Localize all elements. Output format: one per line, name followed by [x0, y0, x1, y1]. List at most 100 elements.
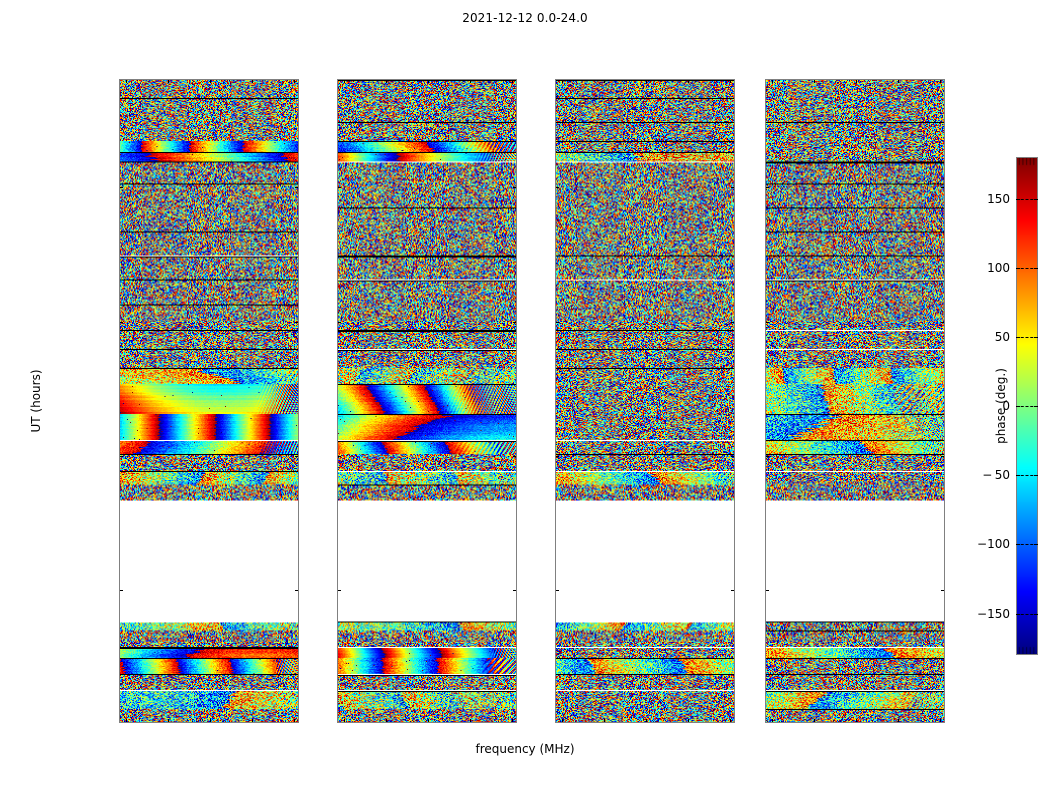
x-tick-mark	[856, 80, 857, 83]
colorbar-tick-mark	[1034, 475, 1038, 477]
x-tick-mark	[343, 719, 345, 722]
y-tick-mark	[120, 321, 123, 323]
y-tick-mark	[295, 589, 298, 591]
colorbar-tick-mark	[1016, 267, 1020, 269]
colorbar-tick-mark	[1034, 198, 1038, 200]
y-tick-mark	[513, 321, 516, 323]
x-tick-mark	[856, 719, 857, 722]
x-tick-mark	[385, 80, 387, 83]
y-tick-mark	[731, 455, 734, 457]
panel-yy[interactable]: YY, V0*V15=EA28*EA26 3203353503653800510…	[337, 79, 517, 723]
colorbar-tick-mark	[1034, 544, 1038, 546]
y-tick-label: 5	[337, 583, 338, 597]
x-tick-mark	[603, 719, 605, 722]
panel-xx[interactable]: XX, V0*V15=EA28*EA26 3203353503653800510…	[119, 79, 299, 723]
x-tick-mark	[125, 719, 127, 722]
y-tick-label: 20	[119, 180, 120, 194]
colorbar-tick-label: 150	[987, 191, 1010, 206]
x-tick-mark	[294, 80, 296, 83]
x-tick-mark	[771, 80, 773, 83]
colorbar-tick-mark	[1016, 406, 1020, 407]
x-tick-mark	[470, 719, 472, 722]
x-tick-mark	[210, 719, 211, 722]
y-tick-mark	[338, 321, 341, 323]
colorbar-tick-mark	[1016, 475, 1020, 477]
x-tick-mark	[167, 80, 169, 83]
x-tick-mark	[470, 80, 472, 83]
y-tick-mark	[338, 455, 341, 457]
y-tick-mark	[941, 455, 944, 457]
colorbar-tick-label: 0	[1002, 399, 1010, 413]
panel-yx[interactable]: YX, V0*V15=EA28*EA26 3203353503653800510…	[765, 79, 945, 723]
y-tick-mark	[556, 589, 559, 591]
y-tick-mark	[941, 321, 944, 323]
waterfall-image-yy	[338, 80, 516, 722]
y-tick-mark	[513, 187, 516, 189]
y-tick-mark	[766, 589, 769, 591]
colorbar-tick-label: − 50	[982, 468, 1010, 483]
y-tick-mark	[120, 187, 123, 189]
colorbar-tick-label: −100	[977, 537, 1010, 552]
x-tick-mark	[428, 719, 429, 722]
y-tick-mark	[120, 455, 123, 457]
x-tick-mark	[688, 719, 690, 722]
y-tick-label: 20	[765, 180, 766, 194]
x-tick-mark	[252, 719, 254, 722]
y-tick-mark	[941, 187, 944, 189]
waterfall-image-xx	[120, 80, 298, 722]
y-tick-label: 10	[765, 449, 766, 463]
colorbar-tick-mark	[1016, 544, 1020, 546]
y-tick-label: 0	[765, 717, 766, 723]
y-tick-label: 15	[119, 315, 120, 329]
x-axis-label: frequency (MHz)	[475, 742, 575, 756]
x-tick-mark	[813, 719, 815, 722]
colorbar-tick-mark	[1016, 336, 1020, 338]
y-tick-mark	[513, 455, 516, 457]
y-tick-mark	[338, 589, 341, 591]
y-tick-mark	[556, 187, 559, 189]
x-tick-mark	[730, 719, 732, 722]
y-tick-label: 10	[119, 449, 120, 463]
x-tick-mark	[210, 80, 211, 83]
y-tick-mark	[731, 589, 734, 591]
x-tick-mark	[385, 719, 387, 722]
y-tick-mark	[556, 321, 559, 323]
y-tick-mark	[941, 589, 944, 591]
y-tick-label: 0	[555, 717, 556, 723]
colorbar-tick-mark	[1016, 198, 1020, 200]
x-tick-mark	[603, 80, 605, 83]
waterfall-image-xy	[556, 80, 734, 722]
x-tick-mark	[252, 80, 254, 83]
x-tick-mark	[512, 719, 514, 722]
colorbar-tick-mark	[1034, 336, 1038, 338]
y-tick-mark	[731, 321, 734, 323]
y-tick-mark	[295, 187, 298, 189]
y-tick-mark	[295, 321, 298, 323]
y-tick-mark	[766, 455, 769, 457]
y-tick-mark	[513, 589, 516, 591]
y-tick-mark	[731, 187, 734, 189]
y-tick-label: 5	[555, 583, 556, 597]
panel-xy[interactable]: XY, V0*V15=EA28*EA26 3203353503653800510…	[555, 79, 735, 723]
y-tick-mark	[338, 187, 341, 189]
x-tick-mark	[898, 80, 900, 83]
x-tick-mark	[428, 80, 429, 83]
x-tick-mark	[771, 719, 773, 722]
y-tick-label: 15	[337, 315, 338, 329]
colorbar-tick-label: 100	[987, 260, 1010, 275]
y-tick-mark	[766, 321, 769, 323]
waterfall-image-yx	[766, 80, 944, 722]
x-tick-mark	[512, 80, 514, 83]
y-tick-label: 10	[337, 449, 338, 463]
colorbar-tick-mark	[1034, 613, 1038, 615]
y-tick-label: 0	[119, 717, 120, 723]
x-tick-mark	[646, 80, 647, 83]
colorbar-tick-mark	[1034, 406, 1038, 407]
colorbar-tick-label: −150	[977, 606, 1010, 621]
colorbar-tick-mark	[1016, 613, 1020, 615]
x-tick-mark	[294, 719, 296, 722]
x-tick-mark	[125, 80, 127, 83]
y-tick-label: 5	[765, 583, 766, 597]
y-tick-mark	[120, 589, 123, 591]
